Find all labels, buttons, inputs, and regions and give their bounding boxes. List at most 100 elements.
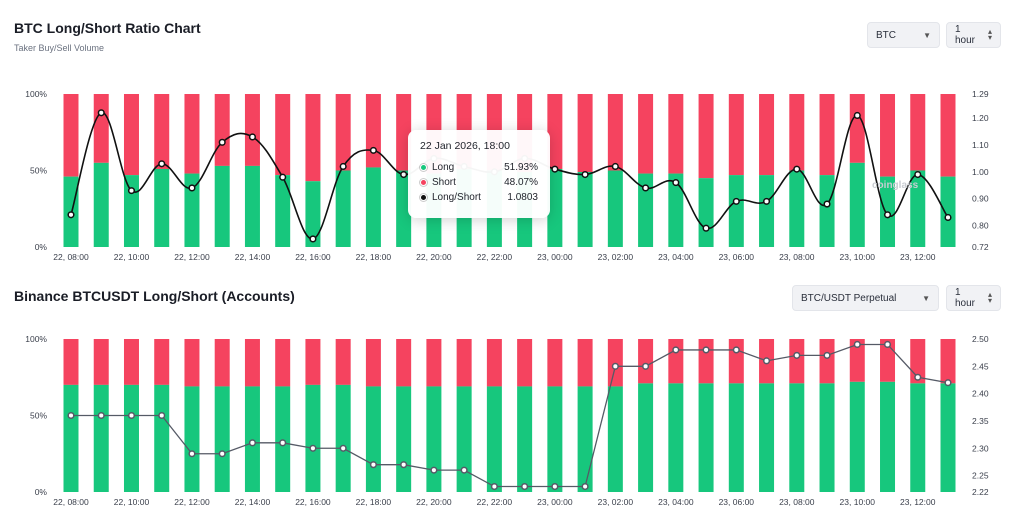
long-bar bbox=[638, 383, 654, 492]
long-bar bbox=[63, 384, 79, 492]
y-right-tick-label: 2.35 bbox=[972, 416, 989, 426]
long-bar bbox=[728, 383, 744, 492]
short-bar bbox=[728, 339, 744, 384]
bottom-interval-select[interactable]: 1 hour ▴ ▾ bbox=[946, 285, 1001, 311]
y-right-tick-label: 2.25 bbox=[972, 471, 989, 481]
short-bar bbox=[819, 94, 835, 176]
short-bar bbox=[849, 339, 865, 382]
tooltip-row-ratio: Long/Short 1.0803 bbox=[420, 190, 538, 205]
ratio-point bbox=[279, 439, 287, 447]
long-bar bbox=[335, 170, 351, 247]
long-bar bbox=[910, 170, 926, 247]
long-bar bbox=[668, 383, 684, 492]
long-bar bbox=[184, 173, 200, 247]
x-tick-label: 22, 16:00 bbox=[295, 497, 331, 507]
long-bar bbox=[728, 175, 744, 247]
ratio-point bbox=[339, 162, 347, 171]
x-tick-label: 22, 22:00 bbox=[477, 497, 513, 507]
long-bar bbox=[607, 170, 623, 247]
pair-select[interactable]: BTC/USDT Perpetual ▼ bbox=[792, 285, 939, 311]
symbol-select[interactable]: BTC ▼ bbox=[867, 22, 940, 48]
ratio-point bbox=[97, 109, 105, 117]
ratio-point bbox=[793, 165, 801, 173]
short-bar bbox=[123, 94, 139, 176]
x-tick-label: 23, 06:00 bbox=[719, 252, 755, 262]
x-tick-label: 23, 10:00 bbox=[840, 497, 876, 507]
ratio-point bbox=[188, 184, 196, 192]
long-bar bbox=[184, 386, 200, 492]
x-tick-label: 23, 00:00 bbox=[537, 252, 573, 262]
ratio-point bbox=[430, 466, 438, 474]
y-right-tick-label: 1.29 bbox=[972, 89, 989, 99]
long-bar bbox=[154, 168, 170, 247]
chevron-down-icon: ▼ bbox=[922, 293, 930, 303]
short-bar bbox=[63, 94, 79, 177]
x-tick-label: 23, 02:00 bbox=[598, 252, 634, 262]
tooltip-ratio-label: Long/Short bbox=[432, 192, 481, 203]
long-bar bbox=[486, 386, 502, 492]
ratio-point bbox=[611, 162, 619, 171]
long-bar bbox=[849, 162, 865, 247]
short-bar bbox=[486, 339, 502, 387]
x-tick-label: 22, 18:00 bbox=[356, 252, 392, 262]
ratio-point bbox=[369, 461, 377, 469]
ratio-point bbox=[551, 482, 559, 491]
tooltip-row-long: Long 51.93% bbox=[420, 160, 538, 175]
short-bar bbox=[880, 94, 896, 177]
short-bar bbox=[275, 94, 291, 176]
short-bar bbox=[880, 339, 896, 382]
ratio-point bbox=[702, 346, 710, 354]
short-bar bbox=[154, 94, 170, 169]
ratio-point bbox=[672, 346, 680, 354]
long-bar bbox=[880, 381, 896, 492]
x-tick-label: 22, 12:00 bbox=[174, 252, 210, 262]
ratio-point bbox=[944, 379, 952, 387]
short-bar bbox=[698, 94, 714, 179]
ratio-point bbox=[400, 170, 408, 179]
short-bar bbox=[789, 339, 805, 384]
ratio-point bbox=[339, 444, 347, 452]
x-tick-label: 23, 04:00 bbox=[658, 497, 694, 507]
ratio-point bbox=[883, 211, 892, 219]
tooltip-short-value: 48.07% bbox=[504, 177, 538, 188]
long-bar bbox=[849, 381, 865, 492]
short-bar bbox=[184, 339, 200, 387]
ratio-point bbox=[67, 411, 75, 420]
ratio-point bbox=[853, 340, 861, 349]
short-bar bbox=[607, 339, 623, 387]
short-bar bbox=[244, 94, 260, 166]
y-right-tick-label: 2.45 bbox=[972, 361, 989, 371]
top-interval-select[interactable]: 1 hour ▴ ▾ bbox=[946, 22, 1001, 48]
ratio-point bbox=[914, 170, 922, 179]
short-bar bbox=[396, 94, 412, 171]
short-bar bbox=[305, 94, 321, 182]
top-chart-subtitle: Taker Buy/Sell Volume bbox=[14, 43, 105, 53]
x-tick-label: 22, 10:00 bbox=[114, 252, 150, 262]
ratio-point bbox=[551, 165, 559, 173]
x-tick-label: 23, 12:00 bbox=[900, 252, 936, 262]
ratio-point bbox=[642, 184, 650, 192]
y-right-tick-label: 0.90 bbox=[972, 194, 989, 204]
short-bar bbox=[335, 339, 351, 385]
short-bar bbox=[668, 94, 684, 174]
x-tick-label: 22, 22:00 bbox=[477, 252, 513, 262]
long-bar bbox=[638, 173, 654, 247]
y-right-tick-label: 2.40 bbox=[972, 389, 989, 399]
long-bar bbox=[214, 386, 230, 492]
chart-tooltip: 22 Jan 2026, 18:00 Long 51.93% Short 48.… bbox=[408, 130, 550, 218]
long-bar bbox=[607, 386, 623, 492]
y-right-tick-label: 1.00 bbox=[972, 167, 989, 177]
long-bar bbox=[305, 384, 321, 492]
short-bar bbox=[365, 94, 381, 168]
long-bar bbox=[123, 384, 139, 492]
long-bar bbox=[698, 178, 714, 247]
long-bar bbox=[396, 170, 412, 247]
updown-icon: ▴ ▾ bbox=[987, 27, 992, 42]
ratio-point bbox=[672, 179, 680, 187]
ratio-point bbox=[853, 111, 861, 120]
ratio-point bbox=[218, 138, 226, 146]
ratio-point bbox=[914, 373, 922, 381]
ratio-point bbox=[97, 411, 105, 420]
